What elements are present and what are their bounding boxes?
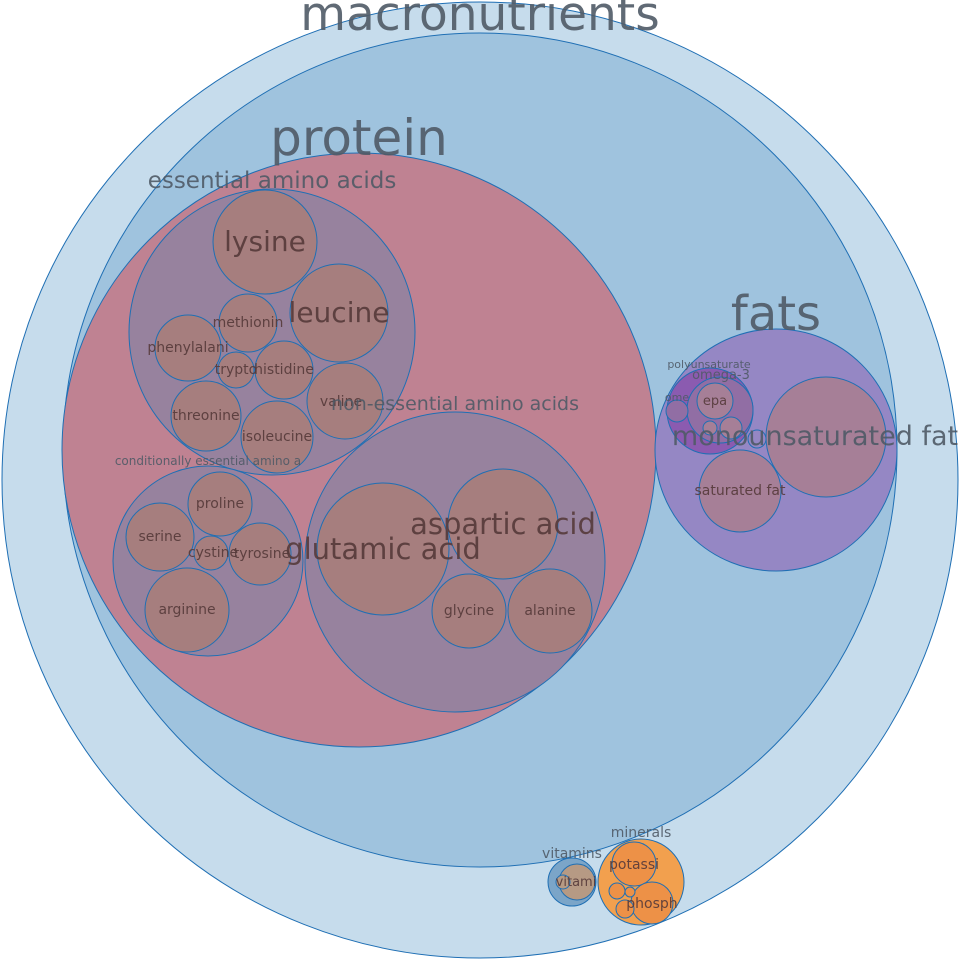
potassium-label: potassi [609,857,659,873]
aspartic-acid-bubble[interactable] [447,468,559,580]
arginine-label: arginine [158,602,215,618]
tryptophan-label: trypto [215,362,257,378]
isoleucine-bubble[interactable] [240,400,314,474]
monounsaturated-fat-label: monounsaturated fat [672,421,958,452]
omega-other-bubble[interactable] [665,399,689,423]
leucine-label: leucine [289,296,390,329]
vitamins-label: vitamins [542,846,602,862]
glycine-bubble[interactable] [431,573,507,649]
phosphorus-label: phosph [626,896,677,912]
mineral-minor-bubble-2[interactable] [615,899,635,919]
leucine-bubble[interactable] [289,263,389,363]
histidine-bubble[interactable] [254,340,314,400]
cystine-bubble[interactable] [193,535,229,571]
methionine-label: methionin [213,315,284,331]
lysine-bubble[interactable] [212,189,318,295]
threonine-bubble[interactable] [170,380,242,452]
protein-label: protein [270,109,448,167]
alanine-label: alanine [524,603,575,619]
aspartic-acid-label: aspartic acid [410,507,596,541]
glutamic-acid-bubble[interactable] [316,482,450,616]
minerals-label: minerals [611,825,672,841]
glutamic-acid-label: glutamic acid [285,532,481,566]
threonine-label: threonine [172,408,239,424]
essential-amino-acids-label: essential amino acids [148,168,397,194]
epa-bubble[interactable] [696,382,734,420]
serine-label: serine [138,529,181,545]
proline-label: proline [196,496,244,512]
phenylalanine-label: phenylalani [147,340,228,356]
isoleucine-label: isoleucine [242,429,312,445]
mineral-minor-bubble-1[interactable] [608,882,626,900]
methionine-bubble[interactable] [218,293,278,353]
omega-3-tiny-bubble[interactable] [702,420,718,436]
epa-label: epa [703,394,727,409]
tyrosine-bubble[interactable] [228,522,292,586]
omega-other-label: ome [665,391,689,404]
omega-3-label: omega-3 [692,368,750,383]
valine-label: valine [320,394,362,410]
vitamin-leaf-label: vitami [556,875,597,890]
lysine-label: lysine [224,225,306,258]
valine-bubble[interactable] [306,362,384,440]
phenylalanine-bubble[interactable] [154,314,222,382]
cystine-label: cystine [188,545,238,561]
vitamin-minor-bubble[interactable] [555,874,571,890]
non-essential-amino-acids-label: non-essential amino acids [331,393,579,415]
macronutrients-label: macronutrients [300,0,659,42]
polyunsaturated-label: polyunsaturate [667,358,751,371]
tyrosine-label: tyrosine [234,546,290,562]
saturated-fat-label: saturated fat [694,483,786,499]
alanine-bubble[interactable] [507,568,593,654]
fats-label: fats [731,286,821,342]
fat-minor-bubble[interactable] [747,429,767,449]
conditional-amino-acids-label: conditionally essential amino a [115,454,301,468]
saturated-fat-bubble[interactable] [698,449,782,533]
histidine-label: histidine [254,362,314,378]
omega-3-minor-bubble[interactable] [719,416,743,440]
glycine-label: glycine [444,603,494,619]
proline-bubble[interactable] [187,471,253,537]
tryptophan-bubble[interactable] [217,351,255,389]
mineral-minor-bubble-3[interactable] [624,886,636,898]
arginine-bubble[interactable] [144,567,230,653]
potassium-bubble[interactable] [611,841,657,887]
serine-bubble[interactable] [125,502,195,572]
